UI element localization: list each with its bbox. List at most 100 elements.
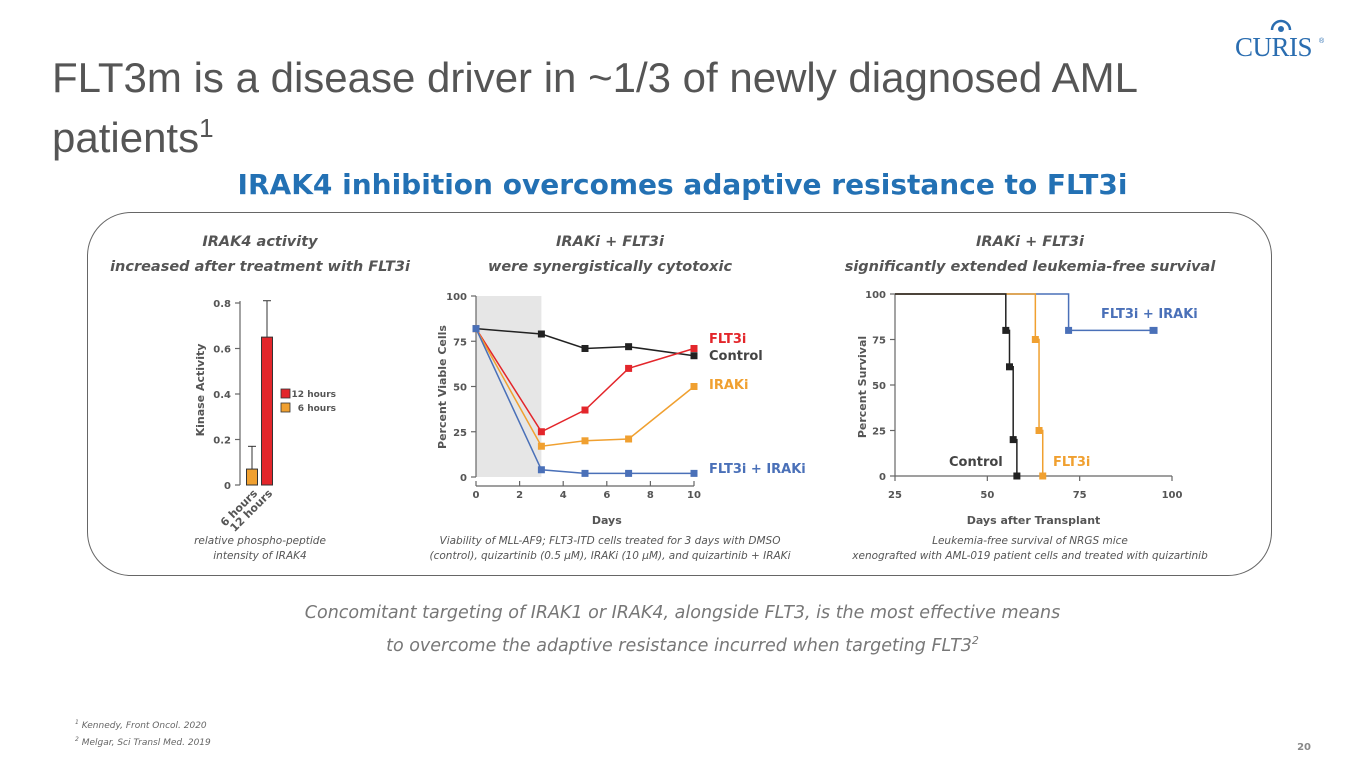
chart2-x-tick-label: 10	[687, 490, 701, 501]
conclusion-line2: to overcome the adaptive resistance incu…	[386, 635, 972, 656]
panel1-heading-line1: IRAK4 activity	[202, 234, 318, 250]
data-point	[1005, 363, 1013, 371]
data-point	[472, 325, 480, 333]
data-point	[1039, 472, 1047, 480]
data-point	[581, 469, 589, 477]
chart3-x-tick-label: 100	[1162, 490, 1183, 501]
data-point	[537, 466, 545, 474]
data-point	[1065, 326, 1073, 334]
data-point	[1013, 472, 1021, 480]
conclusion-line1: Concomitant targeting of IRAK1 or IRAK4,…	[304, 603, 1061, 623]
data-point	[537, 330, 545, 338]
panel2-heading: IRAKi + FLT3i were synergistically cytot…	[440, 230, 780, 280]
data-point	[625, 469, 633, 477]
slide-title-footnote: 1	[199, 113, 214, 143]
page-number: 20	[1297, 742, 1311, 753]
references: 1 Kennedy, Front Oncol. 2020 2 Melgar, S…	[75, 716, 211, 750]
chart1-y-tick-label: 0.2	[213, 436, 231, 447]
panel1-heading-line2: increased after treatment with FLT3i	[110, 259, 410, 275]
chart1-y-tick-label: 0.6	[213, 345, 231, 356]
data-point	[1149, 326, 1158, 334]
series-label: FLT3i	[1053, 455, 1090, 470]
panel3-heading: IRAKi + FLT3i significantly extended leu…	[820, 230, 1240, 280]
data-point	[581, 406, 589, 414]
legend-swatch	[280, 388, 291, 399]
chart3-y-tick-label: 50	[872, 381, 886, 392]
logo-mark-icon	[1270, 19, 1292, 32]
slide-title: FLT3m is a disease driver in ~1/3 of new…	[52, 48, 1252, 168]
chart3-marks: FLT3i + IRAKi FLT3i Control	[895, 293, 1198, 480]
chart2-y-tick-label: 50	[453, 383, 467, 394]
data-point	[690, 352, 698, 360]
reference-2-text: Melgar, Sci Transl Med. 2019	[78, 738, 211, 748]
data-point	[581, 437, 589, 445]
panel1-caption: relative phospho-peptide intensity of IR…	[120, 534, 400, 564]
data-point	[625, 435, 633, 443]
logo-text: CURIS	[1235, 32, 1313, 62]
series-label: IRAKi	[709, 378, 748, 393]
data-point	[581, 344, 589, 352]
panel1-caption-line1: relative phospho-peptide	[194, 535, 326, 547]
legend-swatch	[280, 402, 291, 413]
legend-label: 12 hours	[292, 390, 336, 400]
data-point	[690, 469, 698, 477]
series-label: FLT3i + IRAKi	[709, 462, 806, 477]
chart3-y-axis-label: Percent Survival	[856, 336, 869, 438]
legend-label: 6 hours	[298, 404, 336, 414]
panel2-caption-line2: (control), quizartinib (0.5 µM), IRAKi (…	[429, 550, 791, 562]
chart1-y-tick-label: 0.8	[213, 299, 231, 310]
chart1-y-tick-label: 0	[224, 481, 231, 492]
data-point	[625, 364, 633, 372]
series-label: FLT3i + IRAKi	[1101, 307, 1198, 322]
chart1-y-axis-label: Kinase Activity	[194, 344, 207, 437]
panel3-heading-line1: IRAKi + FLT3i	[976, 234, 1084, 250]
chart2-y-tick-label: 100	[446, 292, 467, 303]
panel1-caption-line2: intensity of IRAK4	[213, 550, 307, 562]
chart2-x-tick-label: 2	[516, 490, 523, 501]
chart2-marks: Control FLT3i IRAKi FLT3i + IRAKi	[472, 325, 806, 477]
chart2-x-tick-label: 8	[647, 490, 654, 501]
panel2-caption: Viability of MLL-AF9; FLT3-ITD cells tre…	[410, 534, 810, 564]
data-point	[1002, 326, 1010, 334]
series-line-flt3i	[895, 293, 1044, 476]
series-label: Control	[709, 349, 763, 364]
data-point	[1031, 336, 1039, 343]
logo-registered-mark: ®	[1319, 38, 1325, 45]
series-label: FLT3i	[709, 332, 746, 347]
reference-1-num: 1	[75, 719, 79, 726]
chart3-x-tick-label: 25	[888, 490, 902, 501]
reference-1-text: Kennedy, Front Oncol. 2020	[78, 721, 207, 731]
chart3-y-tick-label: 25	[872, 427, 886, 438]
figure-panel-frame	[87, 212, 1272, 576]
chart1-y-tick-label: 0.4	[213, 390, 231, 401]
chart2-x-tick-label: 0	[473, 490, 480, 501]
chart2-y-tick-label: 25	[453, 428, 467, 439]
data-point	[537, 442, 545, 450]
conclusion-text: Concomitant targeting of IRAK1 or IRAK4,…	[0, 600, 1365, 660]
panel1-heading: IRAK4 activity increased after treatment…	[100, 230, 420, 280]
slide-title-text: FLT3m is a disease driver in ~1/3 of new…	[52, 54, 1137, 161]
conclusion-footnote: 2	[971, 634, 979, 647]
section-subtitle: IRAK4 inhibition overcomes adaptive resi…	[237, 168, 1128, 201]
panel3-caption-line2: xenografted with AML-019 patient cells a…	[852, 550, 1208, 562]
curis-logo: CURIS ®	[1235, 16, 1325, 66]
panel2-heading-line2: were synergistically cytotoxic	[487, 259, 733, 275]
panel3-heading-line2: significantly extended leukemia-free sur…	[844, 259, 1216, 275]
series-line-control	[895, 293, 1018, 476]
chart2-x-axis-label: Days	[592, 514, 622, 527]
chart2-x-tick-label: 6	[603, 490, 610, 501]
panel3-caption-line1: Leukemia-free survival of NRGS mice	[932, 535, 1128, 547]
reference-2-num: 2	[75, 736, 79, 743]
data-point	[625, 343, 633, 351]
chart3-x-tick-label: 50	[980, 490, 994, 501]
chart2-y-axis-label: Percent Viable Cells	[436, 325, 449, 449]
chart2-x-tick-label: 4	[560, 490, 567, 501]
chart3-y-tick-label: 100	[865, 290, 886, 301]
chart3-y-tick-label: 0	[879, 472, 886, 483]
chart2-y-tick-label: 0	[460, 473, 467, 484]
reference-1: 1 Kennedy, Front Oncol. 2020	[75, 716, 211, 733]
chart3-y-tick-label: 75	[872, 336, 886, 347]
